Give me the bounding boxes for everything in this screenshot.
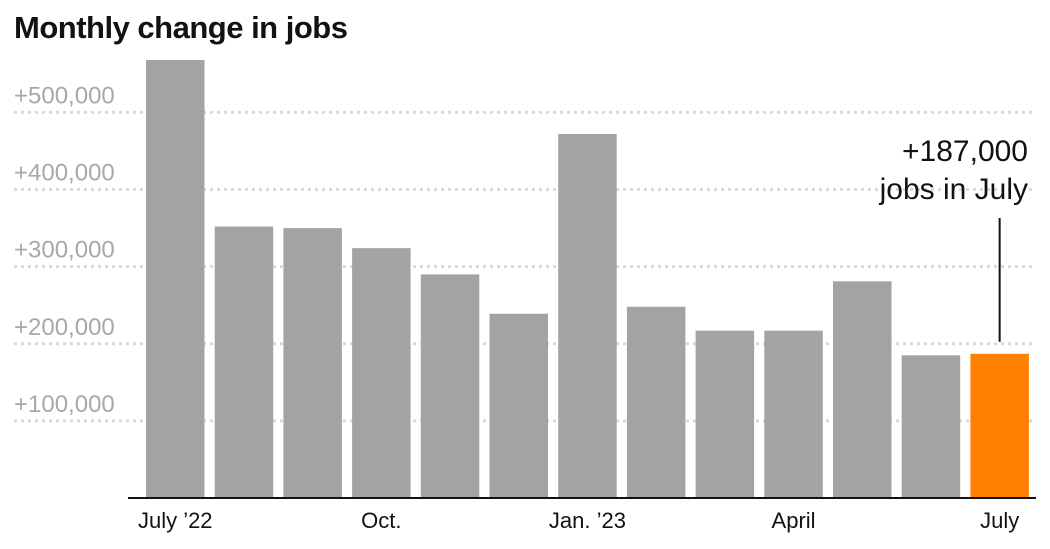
- annotation-value: +187,000: [902, 135, 1028, 168]
- bar: [558, 134, 617, 498]
- x-tick-label: Oct.: [361, 508, 401, 533]
- bar: [901, 355, 961, 498]
- bar: [764, 330, 823, 498]
- bar: [695, 330, 755, 498]
- x-axis-tick-labels: July ’22 Oct. Jan. ’23 April July: [138, 508, 1019, 533]
- y-tick-label: +100,000: [14, 391, 115, 418]
- x-tick-label: April: [772, 508, 816, 533]
- x-tick-label: July ’22: [138, 508, 213, 533]
- bar: [489, 313, 548, 498]
- y-tick-label: +500,000: [14, 82, 115, 109]
- annotation: +187,000 jobs in July: [879, 135, 1028, 342]
- chart-title: Monthly change in jobs: [14, 10, 348, 45]
- bar: [420, 274, 480, 498]
- y-tick-label: +200,000: [14, 314, 115, 341]
- bar: [352, 248, 411, 498]
- bar: [833, 281, 892, 498]
- bars: [146, 60, 1029, 498]
- bar: [146, 60, 205, 498]
- x-tick-label: Jan. ’23: [549, 508, 626, 533]
- annotation-caption: jobs in July: [879, 173, 1028, 206]
- bar: [214, 226, 274, 498]
- y-tick-label: +400,000: [14, 160, 115, 187]
- x-tick-label: July: [980, 508, 1019, 533]
- y-axis-tick-labels: +100,000 +200,000 +300,000 +400,000 +500,000: [14, 82, 115, 417]
- bar: [283, 228, 342, 498]
- bar: [626, 306, 686, 498]
- y-tick-label: +300,000: [14, 237, 115, 264]
- bar-highlighted: [970, 353, 1029, 498]
